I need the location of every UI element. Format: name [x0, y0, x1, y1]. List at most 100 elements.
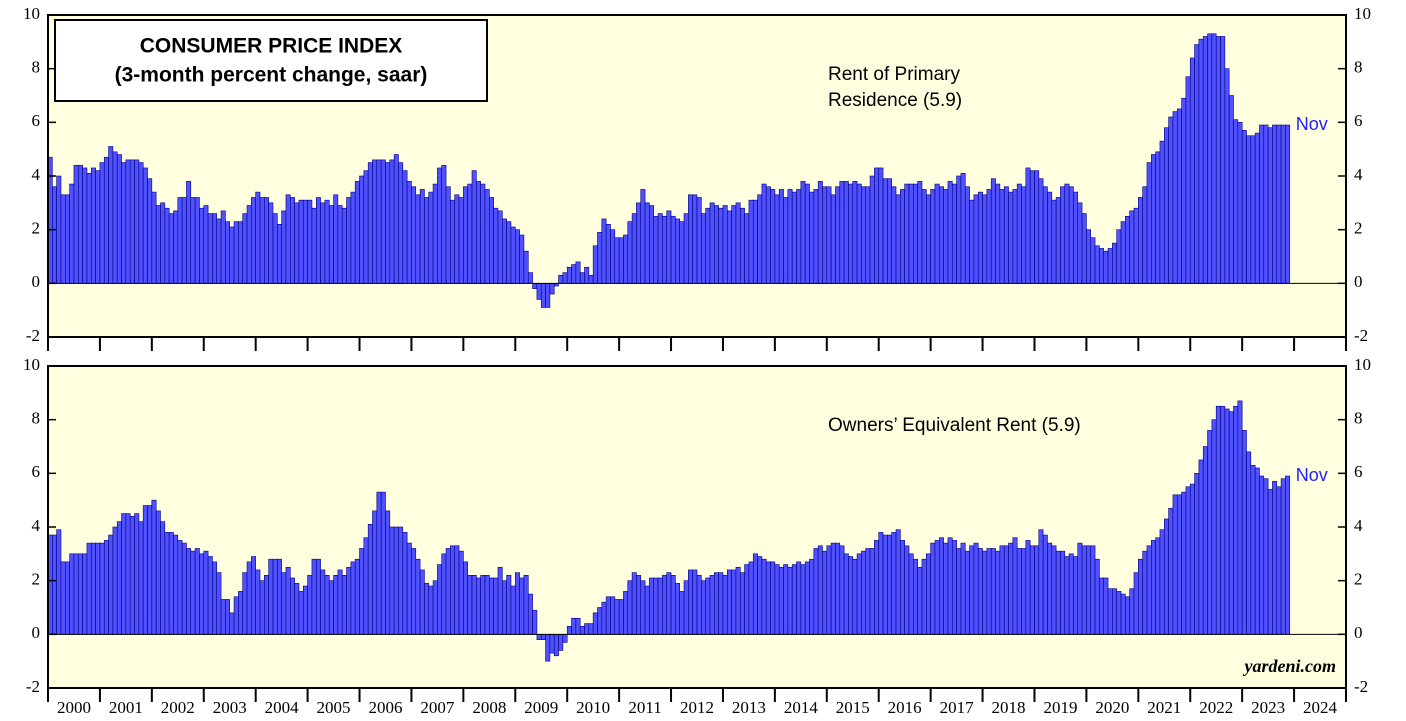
- bar: [1112, 242, 1117, 284]
- bar: [125, 513, 131, 635]
- bar: [458, 550, 464, 635]
- bar: [116, 154, 122, 284]
- bar: [285, 566, 291, 635]
- bar: [627, 221, 633, 284]
- bar: [454, 545, 460, 635]
- bar: [497, 210, 503, 284]
- bar: [1168, 507, 1174, 635]
- bar: [999, 545, 1005, 635]
- bar: [1133, 572, 1139, 635]
- bar: [1081, 213, 1087, 284]
- bar: [121, 162, 127, 284]
- bar: [207, 556, 213, 635]
- bar: [346, 566, 352, 635]
- bar: [1215, 405, 1221, 635]
- bar: [1038, 178, 1044, 284]
- bar: [601, 218, 607, 284]
- bar: [428, 585, 434, 635]
- bar: [566, 266, 572, 284]
- bar: [1163, 518, 1169, 635]
- bar: [809, 191, 815, 284]
- bar: [549, 283, 555, 295]
- bar: [938, 537, 944, 635]
- bar: [463, 186, 468, 284]
- bar: [926, 553, 931, 635]
- bar: [1233, 405, 1239, 635]
- bar: [251, 197, 256, 284]
- bar: [1103, 250, 1109, 284]
- bar: [376, 491, 382, 635]
- series-label: Rent of Primary: [828, 64, 960, 85]
- bar: [225, 221, 231, 284]
- bar: [679, 221, 685, 284]
- bar: [856, 553, 862, 635]
- bar: [1272, 481, 1278, 635]
- bar: [874, 540, 880, 635]
- bar: [441, 164, 447, 284]
- bar: [592, 245, 598, 284]
- bar: [181, 542, 187, 635]
- bar: [1055, 197, 1061, 284]
- bar: [718, 207, 724, 284]
- bar: [778, 566, 784, 635]
- bar: [177, 540, 183, 635]
- bar: [1254, 132, 1260, 284]
- bar: [662, 574, 668, 635]
- bar: [389, 159, 395, 284]
- bar: [830, 194, 836, 284]
- bar: [787, 189, 793, 284]
- y-tick-label: 10: [23, 4, 40, 23]
- y-tick-label: 0: [32, 272, 41, 291]
- bar: [714, 205, 719, 284]
- bar: [964, 550, 970, 635]
- bar: [1077, 202, 1083, 284]
- bar: [1099, 248, 1105, 284]
- bar: [246, 561, 252, 635]
- bar: [913, 183, 918, 284]
- bar: [1073, 191, 1079, 284]
- bar: [333, 194, 339, 284]
- bar: [1237, 400, 1243, 635]
- bar: [921, 189, 927, 284]
- bar: [718, 572, 724, 635]
- bar: [553, 634, 559, 657]
- bar: [514, 572, 520, 635]
- bar: [1185, 76, 1191, 284]
- bar: [1241, 130, 1247, 284]
- bar: [869, 548, 875, 635]
- bar: [1224, 408, 1230, 635]
- bar: [497, 566, 503, 635]
- bar: [359, 175, 365, 284]
- bar: [255, 569, 261, 635]
- bar: [735, 566, 741, 635]
- bar: [783, 564, 789, 635]
- bar: [584, 623, 590, 635]
- bar: [744, 564, 750, 635]
- bar: [186, 548, 192, 635]
- bar: [437, 167, 443, 284]
- bar: [142, 505, 148, 635]
- bar: [181, 197, 187, 284]
- bar: [1185, 486, 1191, 635]
- bar: [268, 558, 274, 635]
- bar: [904, 183, 910, 284]
- bar: [173, 210, 179, 284]
- bar: [1129, 588, 1135, 635]
- bar: [424, 197, 430, 284]
- bar: [791, 191, 797, 284]
- bar: [367, 162, 373, 284]
- bar: [1077, 542, 1083, 635]
- bar: [631, 213, 637, 284]
- bar: [480, 183, 486, 284]
- bar: [341, 207, 347, 284]
- y-tick-label: 6: [32, 462, 41, 481]
- bar: [887, 534, 893, 635]
- bar: [160, 521, 166, 635]
- bar: [220, 210, 226, 284]
- bar: [190, 197, 196, 284]
- bar: [151, 191, 157, 284]
- bar: [666, 210, 672, 284]
- x-tick-label: 2019: [1043, 698, 1077, 717]
- bar: [1090, 545, 1096, 635]
- bar: [476, 181, 481, 284]
